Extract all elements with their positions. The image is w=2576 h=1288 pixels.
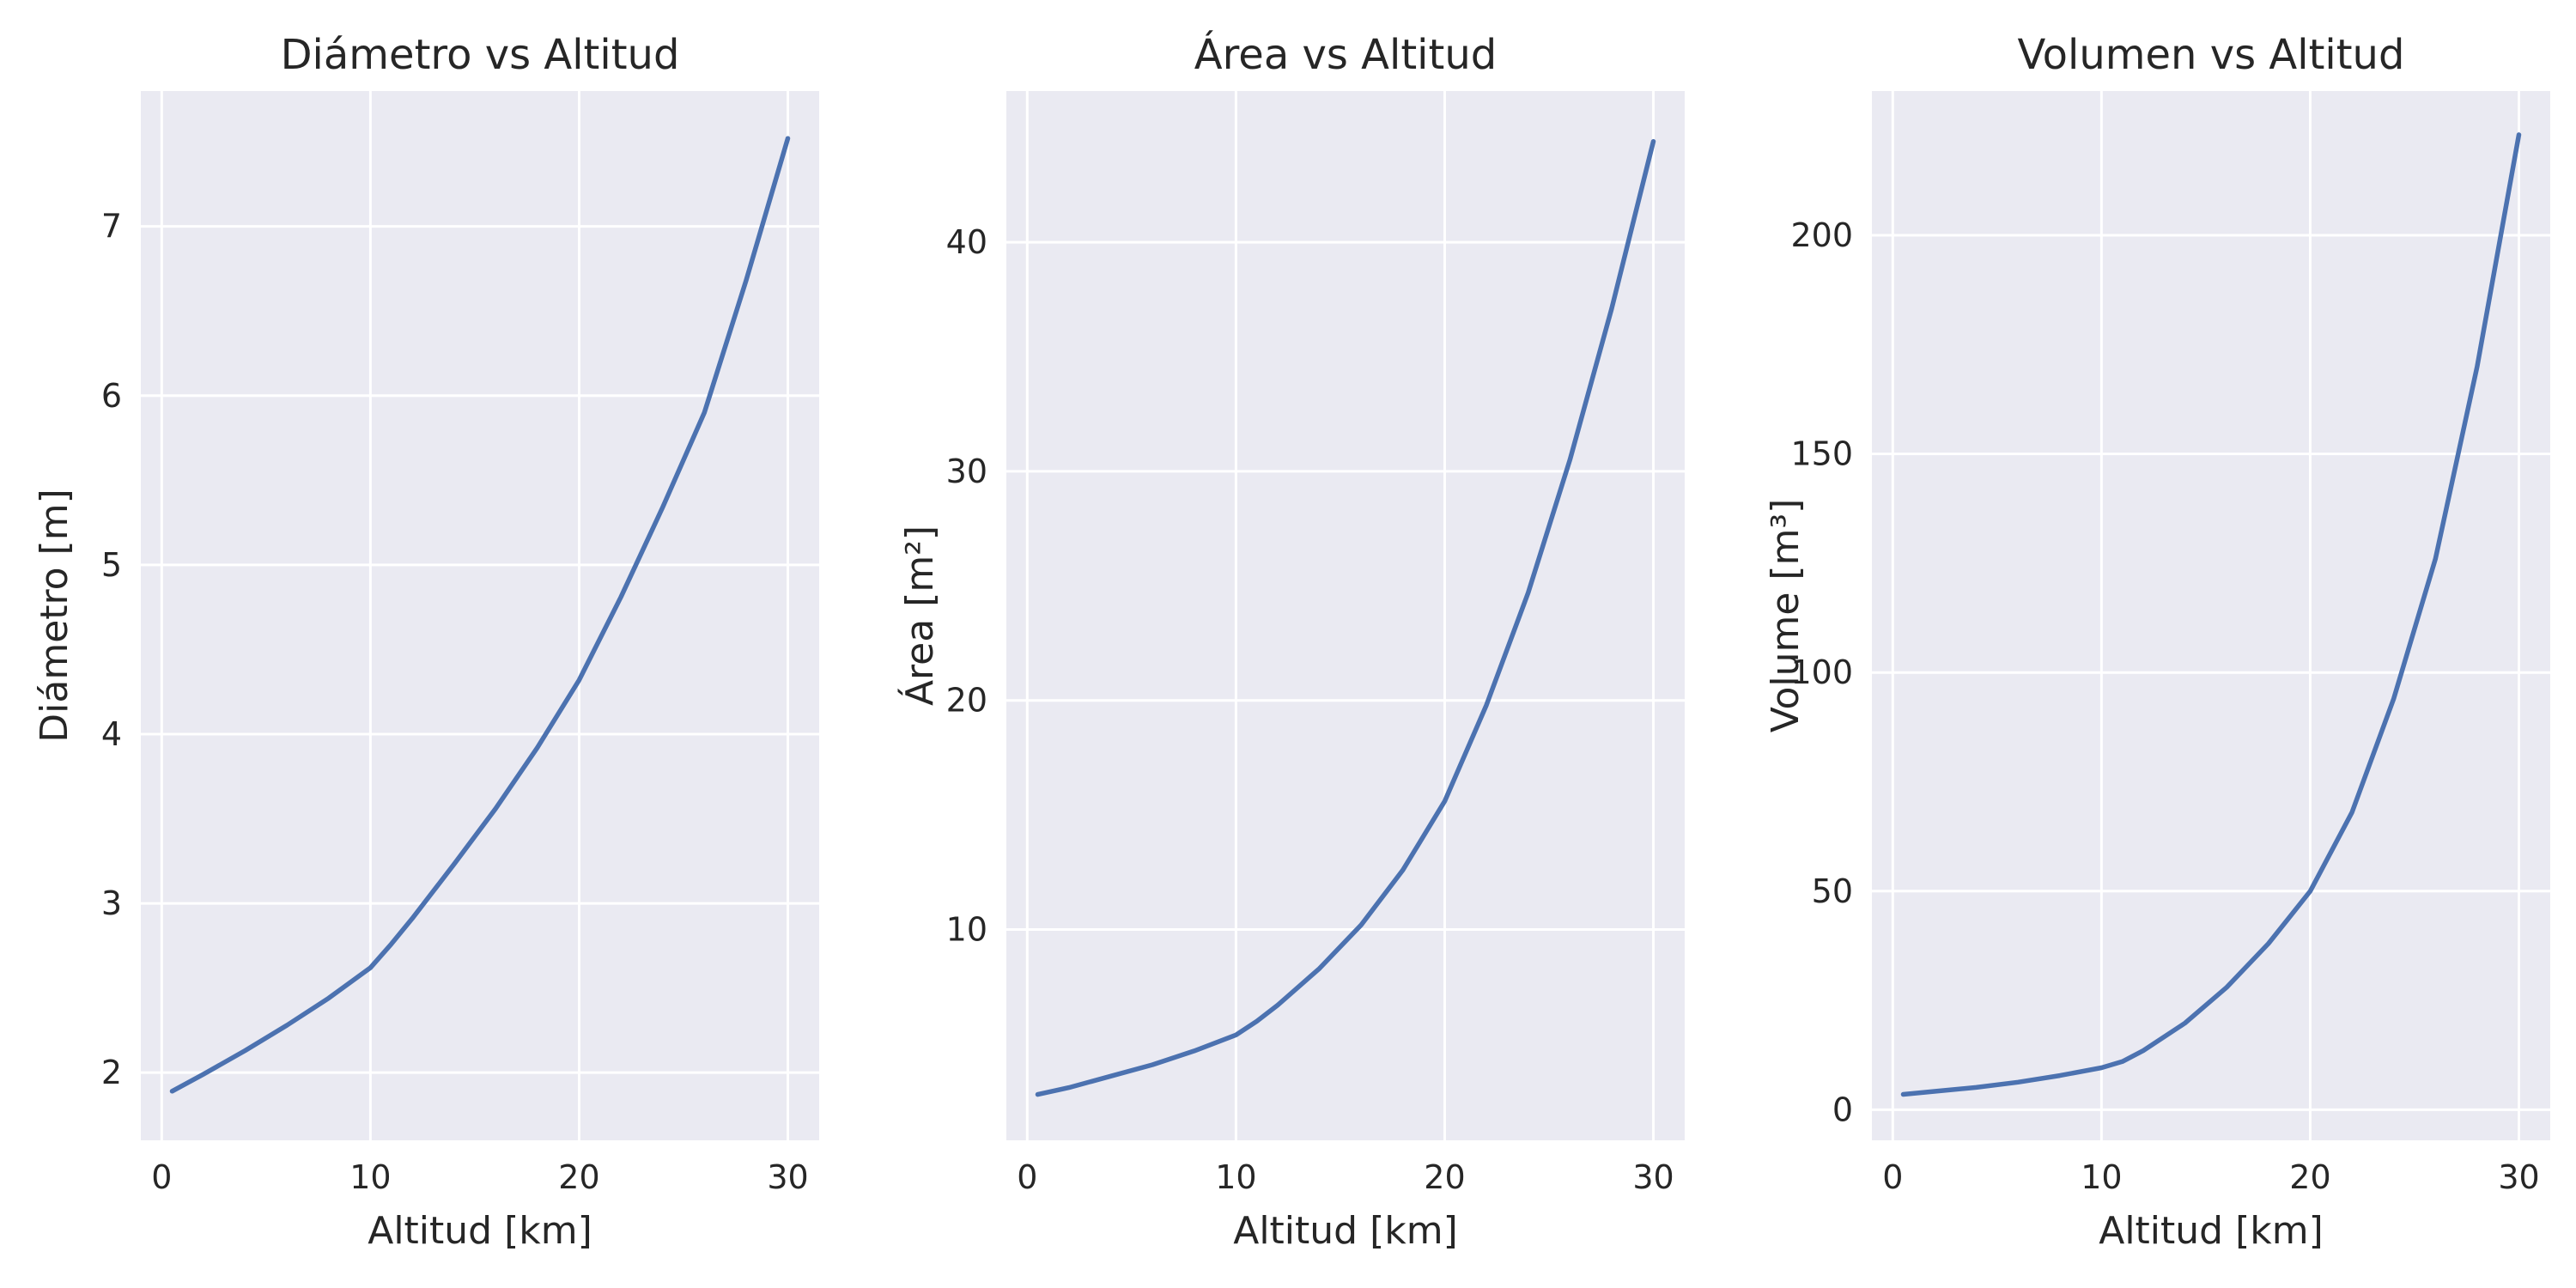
chart-panel-2: 0 10 20 30 10 20 30 40 Área vs Altitud Altitud [k… bbox=[896, 30, 1685, 1253]
x-tick-label: 30 bbox=[1632, 1158, 1674, 1196]
y-tick-label: 0 bbox=[1832, 1091, 1853, 1128]
y-tick-label: 6 bbox=[101, 377, 122, 415]
y-axis-label: Diámetro [m] bbox=[33, 489, 76, 742]
x-tick-label: 0 bbox=[1017, 1158, 1037, 1196]
x-tick-label: 20 bbox=[2289, 1158, 2330, 1196]
x-tick-label: 10 bbox=[2081, 1158, 2122, 1196]
chart-panel-3: 0 10 20 30 0 50 100 150 200 Volumen vs Altitud Alt… bbox=[1764, 31, 2550, 1253]
x-tick-label: 30 bbox=[2498, 1158, 2539, 1196]
y-tick-label: 5 bbox=[101, 546, 122, 584]
plot-background bbox=[141, 91, 819, 1140]
plot-background bbox=[1006, 91, 1685, 1140]
y-tick-label: 50 bbox=[1812, 872, 1853, 910]
y-tick-label: 7 bbox=[101, 208, 122, 246]
x-tick-label: 0 bbox=[151, 1158, 172, 1196]
x-tick-label: 0 bbox=[1882, 1158, 1903, 1196]
y-tick-label: 20 bbox=[946, 682, 987, 720]
x-tick-label: 30 bbox=[767, 1158, 808, 1196]
y-tick-label: 40 bbox=[946, 223, 987, 261]
x-axis-label: Altitud [km] bbox=[2099, 1209, 2324, 1253]
y-axis-label: Área [m²] bbox=[896, 526, 942, 706]
series-line-1 bbox=[1900, 132, 2522, 1097]
y-tick-label: 200 bbox=[1790, 216, 1853, 254]
series-line-1 bbox=[1035, 138, 1656, 1097]
y-tick-label: 2 bbox=[101, 1054, 122, 1091]
x-axis-label: Altitud [km] bbox=[368, 1209, 592, 1253]
y-tick-label: 3 bbox=[101, 884, 122, 922]
series-line-1 bbox=[169, 136, 791, 1094]
chart-panel-1: 0 10 20 30 2 3 4 5 6 7 Diámetro vs Altitud Altitud … bbox=[33, 31, 819, 1253]
y-tick-label: 10 bbox=[946, 911, 987, 949]
y-tick-label: 4 bbox=[101, 715, 122, 753]
chart-title: Diámetro vs Altitud bbox=[281, 31, 680, 79]
x-tick-label: 20 bbox=[558, 1158, 599, 1196]
x-tick-label: 10 bbox=[1215, 1158, 1256, 1196]
x-tick-label: 10 bbox=[349, 1158, 391, 1196]
x-axis-label: Altitud [km] bbox=[1233, 1209, 1458, 1253]
chart-title: Volumen vs Altitud bbox=[2018, 31, 2405, 79]
y-tick-label: 150 bbox=[1790, 435, 1853, 473]
plot-background bbox=[1872, 91, 2550, 1140]
y-tick-label: 30 bbox=[946, 453, 987, 490]
x-tick-label: 20 bbox=[1424, 1158, 1465, 1196]
y-tick-label: 100 bbox=[1790, 653, 1853, 691]
y-axis-label: Volume [m³] bbox=[1764, 499, 1807, 732]
chart-title: Área vs Altitud bbox=[1194, 30, 1497, 79]
